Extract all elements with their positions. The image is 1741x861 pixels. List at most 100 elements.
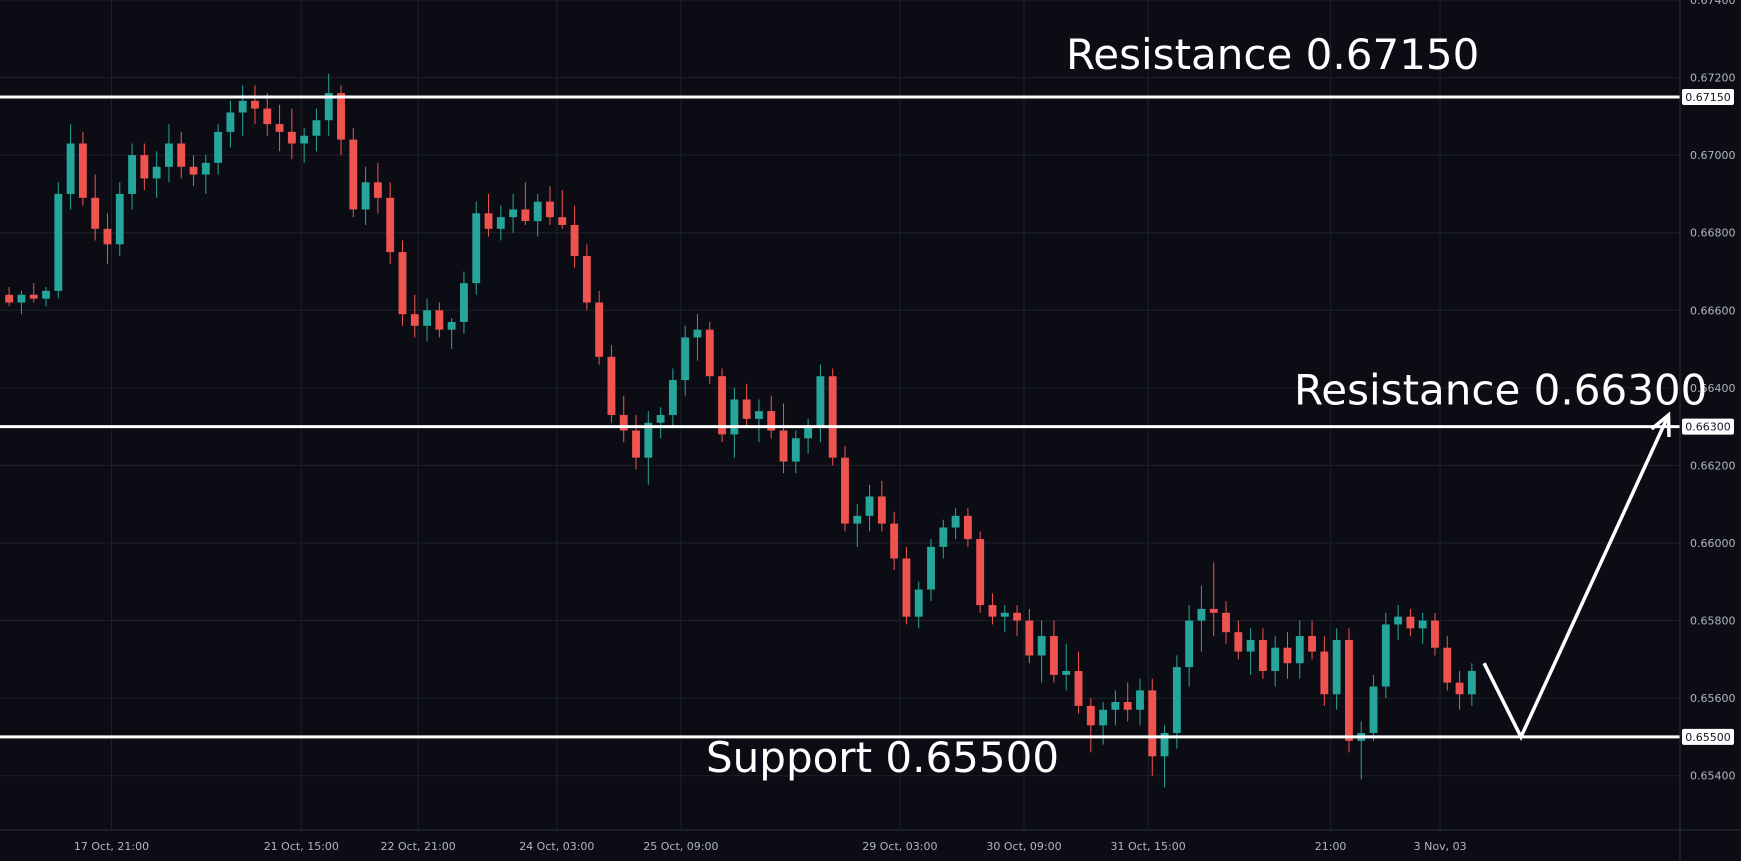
candle-body [238, 100, 247, 113]
levels: 0.67150 0.66300 0.65500 [0, 88, 1734, 745]
candle-body [681, 337, 690, 381]
candle-body [607, 356, 616, 415]
candle-body [1209, 608, 1218, 613]
candle-body [1123, 702, 1132, 710]
x-tick-label: 24 Oct, 03:00 [519, 840, 594, 853]
candle-body [988, 605, 997, 617]
x-tick-label: 29 Oct, 03:00 [862, 840, 937, 853]
candle-body [189, 166, 198, 175]
candle-body [115, 193, 124, 245]
candle-body [570, 224, 579, 256]
candle-body [1099, 709, 1108, 726]
level-price-tag [1682, 728, 1734, 745]
candle-body [742, 399, 751, 419]
candle-body [435, 310, 444, 330]
candle-body [472, 213, 481, 284]
candle-body [373, 182, 382, 198]
candle-body [447, 321, 456, 330]
candle-body [177, 143, 186, 167]
y-tick-label: 0.67000 [1690, 149, 1736, 162]
annotations: Resistance 0.67150 Resistance 0.66300 Supp… [706, 30, 1707, 782]
candle-body [779, 430, 788, 462]
candle-body [29, 294, 38, 299]
candle-body [152, 166, 161, 179]
candle-body [767, 411, 776, 431]
level-price-tag [1682, 418, 1734, 435]
candle-body [963, 515, 972, 540]
candle-body [410, 314, 419, 326]
candle-body [718, 376, 726, 435]
candle-body [103, 228, 112, 245]
candle-body [1258, 639, 1267, 671]
candle-body [128, 155, 136, 194]
y-tick-label: 0.65600 [1690, 692, 1736, 705]
time-axis[interactable]: 17 Oct, 21:00 21 Oct, 15:00 22 Oct, 21:00 2… [74, 840, 1467, 853]
candle-body [1037, 636, 1046, 656]
candle-body [484, 213, 493, 229]
candle-body [1431, 620, 1439, 648]
candle-body [66, 143, 75, 194]
candle-body [251, 100, 259, 109]
candle-body [1234, 632, 1243, 652]
candle-body [263, 108, 272, 125]
candle-body [816, 376, 825, 427]
x-tick-label: 22 Oct, 21:00 [380, 840, 455, 853]
x-tick-label: 25 Oct, 09:00 [643, 840, 718, 853]
candle-body [730, 399, 739, 435]
candle-body [533, 201, 542, 222]
candle-body [841, 457, 849, 524]
candle-body [914, 589, 923, 617]
level-annotation: Resistance 0.66300 [1294, 366, 1707, 415]
candle-body [595, 302, 604, 357]
candle-body [398, 252, 407, 315]
candle-body [287, 131, 296, 144]
candle-body [1320, 651, 1329, 695]
candle-body [804, 426, 813, 439]
candle-body [1185, 620, 1194, 668]
candle-body [877, 496, 886, 524]
y-tick-label: 0.66000 [1690, 537, 1736, 550]
candle-body [1062, 670, 1071, 675]
candle-body [521, 209, 530, 222]
x-tick-label: 30 Oct, 09:00 [986, 840, 1061, 853]
candle-body [1050, 636, 1058, 675]
y-tick-label: 0.66400 [1690, 382, 1736, 395]
y-tick-label: 0.66200 [1690, 459, 1736, 472]
candle-body [1271, 647, 1280, 671]
candle-body [78, 143, 87, 198]
y-tick-label: 0.66800 [1690, 227, 1736, 240]
projection-arrowhead [1650, 411, 1671, 438]
candle-body [1074, 670, 1083, 706]
candle-body [1025, 620, 1034, 656]
candle-body [5, 294, 14, 303]
y-tick-label: 0.65800 [1690, 615, 1736, 628]
candle-body [1394, 616, 1403, 625]
x-tick-label: 21:00 [1315, 840, 1347, 853]
candle-body [1160, 733, 1169, 757]
candle-body [1197, 608, 1206, 621]
candle-body [496, 217, 505, 229]
candle-body [275, 124, 284, 132]
candle-body [1148, 690, 1157, 757]
candle-body [656, 415, 665, 423]
candle-body [939, 527, 948, 547]
candle-body [226, 112, 235, 132]
candle-body [423, 310, 431, 326]
candle-body [546, 201, 554, 218]
candle-body [509, 209, 518, 218]
level-annotation: Support 0.65500 [706, 733, 1059, 782]
candle-body [1406, 616, 1415, 629]
candle-body [214, 131, 223, 163]
candle-body [853, 515, 862, 524]
y-tick-label: 0.66600 [1690, 304, 1736, 317]
candle-body [42, 290, 50, 299]
candle-body [91, 197, 100, 229]
candle-body [324, 93, 333, 121]
candle-body [300, 135, 309, 144]
candle-body [386, 197, 395, 253]
price-axis[interactable]: 0.67400 0.67200 0.67000 0.66800 0.66600 0.664… [1690, 0, 1736, 783]
candle-body [1443, 647, 1452, 683]
candle-body [976, 539, 985, 606]
